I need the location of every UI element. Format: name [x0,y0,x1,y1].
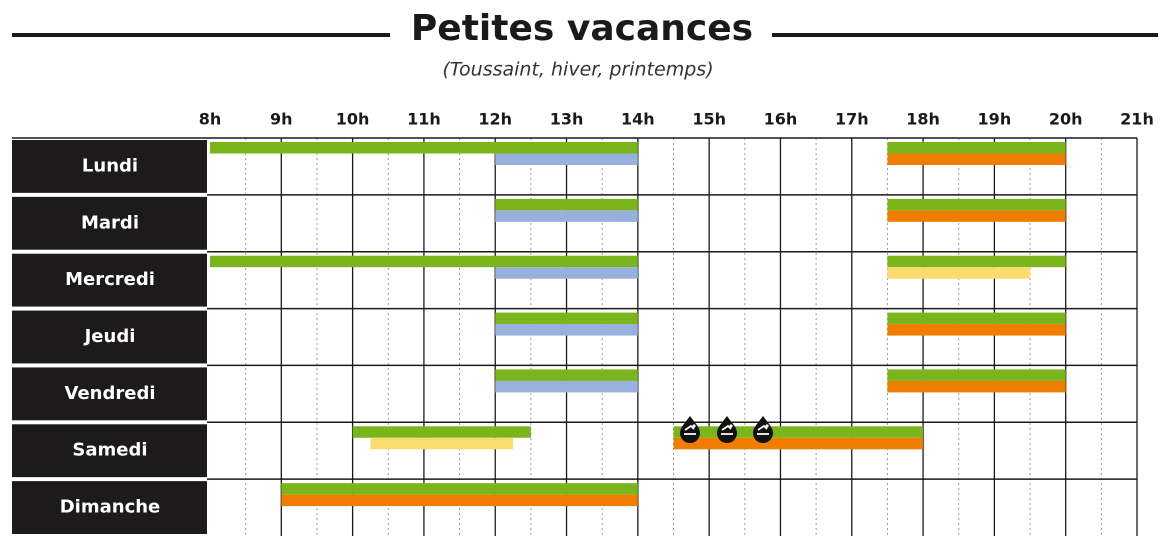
swim-icon [753,416,773,443]
time-bar [887,380,1066,393]
day-cell [12,424,207,478]
day-cell [12,196,207,250]
time-bar [887,267,1031,279]
time-bar [281,494,638,507]
hour-label: 11h [407,110,441,129]
time-bar [495,369,638,381]
time-bar [370,437,514,450]
time-bar [495,198,638,211]
time-bar [887,210,1066,222]
hour-label: 18h [906,110,940,129]
day-label: Mercredi [65,269,155,290]
bars [210,142,1066,507]
time-bar [887,312,1066,325]
hour-label: 17h [835,110,869,129]
day-cell [12,253,207,307]
day-label: Jeudi [83,326,136,347]
swim-icon [680,416,700,443]
time-bar [495,312,638,325]
day-label: Mardi [81,212,139,233]
time-bar [352,426,531,438]
time-bar [673,437,924,450]
hour-label: 10h [336,110,370,129]
day-cell [12,310,207,364]
day-label: Lundi [82,155,138,176]
day-cell [12,367,207,421]
day-cell [12,481,207,534]
time-bar [887,369,1066,381]
hour-label: 16h [764,110,798,129]
swim-icons [680,416,773,443]
hour-label: 14h [621,110,655,129]
time-bar [887,255,1066,268]
time-bar [210,142,638,154]
swim-icon [717,416,737,443]
time-bar [673,426,924,438]
time-bar [887,198,1066,211]
title: Petites vacances [411,8,753,49]
hour-label: 13h [550,110,584,129]
day-cell [12,140,207,193]
time-bar [887,153,1066,165]
time-bar [495,267,638,279]
hour-label: 12h [478,110,512,129]
time-bar [495,210,638,222]
hour-label: 15h [692,110,726,129]
hour-label: 20h [1049,110,1083,129]
day-label: Vendredi [65,383,156,404]
subtitle: (Toussaint, hiver, printemps) [442,59,713,81]
hour-label: 8h [199,110,222,129]
hour-label: 21h [1120,110,1154,129]
time-bar [887,324,1066,336]
hour-label: 19h [978,110,1012,129]
time-bar [887,142,1066,154]
day-label: Samedi [72,440,147,461]
time-bar [495,380,638,393]
time-bar [495,324,638,336]
time-bar [210,255,638,268]
day-label: Dimanche [60,497,161,518]
time-bar [281,483,638,495]
hour-label: 9h [270,110,293,129]
time-bar [495,153,638,165]
